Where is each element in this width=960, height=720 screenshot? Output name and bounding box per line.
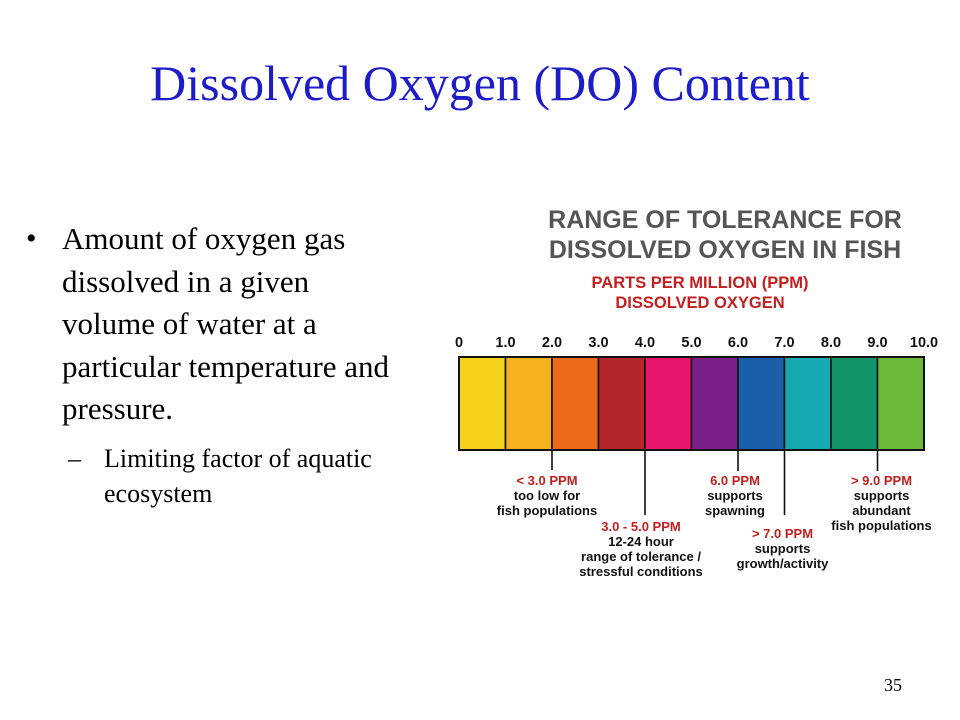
scale-label: 10.0 [910, 335, 938, 351]
color-band [876, 356, 925, 451]
annotation-text: range of tolerance / [581, 549, 701, 564]
color-band [504, 356, 553, 451]
scale-labels: 0 1.0 2.0 3.0 4.0 5.0 6.0 7.0 8.0 9.0 10.0 [455, 335, 938, 351]
bullet-item: • Amount of oxygen gas dissolved in a gi… [26, 218, 426, 431]
annotation-text: too low for [514, 488, 580, 503]
color-band [458, 356, 507, 451]
sub-bullet-item: – Limiting factor of aquatic ecosystem [68, 441, 426, 511]
annotation-heading: > 9.0 PPM [851, 473, 912, 488]
annotation-heading: 6.0 PPM [710, 473, 760, 488]
color-bands [458, 356, 925, 451]
figure-title-line-1: RANGE OF TOLERANCE FOR [548, 206, 902, 234]
do-tolerance-diagram: RANGE OF TOLERANCE FOR DISSOLVED OXYGEN … [455, 206, 938, 579]
figure-subtitle-line-2: DISSOLVED OXYGEN [615, 294, 784, 312]
annotation-heading: < 3.0 PPM [516, 473, 577, 488]
scale-label: 7.0 [774, 335, 794, 351]
color-band [551, 356, 600, 451]
annotation-text: stressful conditions [579, 564, 703, 579]
annotation-text: supports [854, 488, 910, 503]
annotation-text: growth/activity [737, 556, 830, 571]
scale-label: 4.0 [635, 335, 655, 351]
figure-title-line-2: DISSOLVED OXYGEN IN FISH [549, 236, 901, 264]
color-band [737, 356, 786, 451]
color-band [830, 356, 879, 451]
annotation-text: spawning [705, 503, 765, 518]
page-number: 35 [884, 675, 902, 695]
color-band [597, 356, 646, 451]
slide-title: Dissolved Oxygen (DO) Content [150, 55, 810, 111]
scale-label: 6.0 [728, 335, 748, 351]
color-band [690, 356, 739, 451]
color-band [783, 356, 832, 451]
scale-label: 0 [455, 335, 463, 351]
scale-label: 8.0 [821, 335, 841, 351]
bullet-marker: • [26, 222, 37, 255]
annotation-text: supports [707, 488, 763, 503]
annotation-text: abundant [852, 503, 911, 518]
scale-label: 2.0 [542, 335, 562, 351]
sub-bullet-marker: – [68, 443, 81, 473]
scale-label: 3.0 [588, 335, 608, 351]
bullet-text: Amount of oxygen gas dissolved in a give… [62, 221, 390, 426]
scale-label: 1.0 [495, 335, 515, 351]
annotation-text: fish populations [497, 503, 597, 518]
bullet-list: • Amount of oxygen gas dissolved in a gi… [26, 218, 426, 511]
figure-subtitle-line-1: PARTS PER MILLION (PPM) [592, 274, 809, 292]
color-band [644, 356, 693, 451]
annotation-heading: 3.0 - 5.0 PPM [601, 519, 680, 534]
annotation-text: fish populations [831, 518, 931, 533]
annotation-text: supports [755, 541, 811, 556]
scale-label: 9.0 [867, 335, 887, 351]
annotation-text: 12-24 hour [608, 534, 674, 549]
scale-label: 5.0 [681, 335, 701, 351]
band-frame [458, 356, 925, 451]
sub-bullet-text: Limiting factor of aquatic ecosystem [104, 443, 372, 508]
annotation-heading: > 7.0 PPM [752, 526, 813, 541]
